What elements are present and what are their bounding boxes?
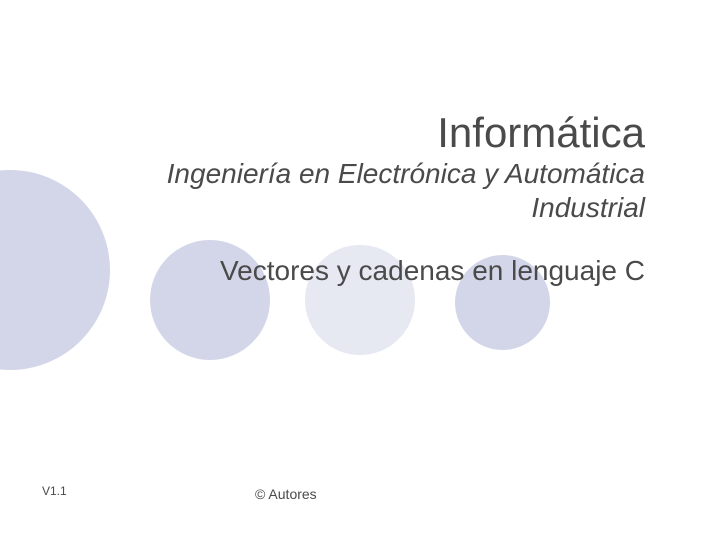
- slide-topic: Vectores y cadenas en lenguaje C: [65, 255, 645, 287]
- slide-subtitle-line1: Ingeniería en Electrónica y Automática: [65, 158, 645, 190]
- heading-block: Informática Ingeniería en Electrónica y …: [65, 110, 645, 287]
- slide-subtitle-line2: Industrial: [65, 192, 645, 224]
- slide-title: Informática: [65, 110, 645, 156]
- version-label: V1.1: [42, 484, 67, 498]
- copyright-label: © Autores: [255, 486, 317, 502]
